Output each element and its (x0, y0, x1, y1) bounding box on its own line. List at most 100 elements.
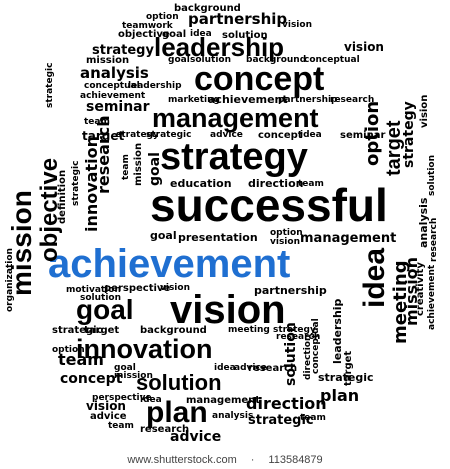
cloud-word: team (300, 413, 326, 423)
cloud-word: research (140, 424, 190, 435)
cloud-word: mission (86, 55, 130, 66)
cloud-word: solution (427, 154, 437, 196)
cloud-word: option (362, 100, 383, 166)
watermark-separator: · (250, 454, 255, 466)
cloud-word: research (429, 217, 439, 262)
cloud-word: management (300, 231, 397, 246)
cloud-word: achievement (80, 91, 146, 101)
cloud-word: team (108, 421, 134, 431)
cloud-word: marketing (168, 95, 220, 105)
cloud-word: advice (170, 429, 222, 445)
cloud-word: team (121, 154, 131, 180)
cloud-word: conceptual (84, 81, 140, 91)
cloud-word: mission (114, 371, 153, 381)
cloud-word: objective (118, 29, 170, 40)
cloud-word: team (84, 117, 110, 127)
cloud-word: direction (248, 177, 304, 190)
cloud-word: strategy (92, 43, 154, 58)
cloud-word: partnership (188, 10, 288, 28)
cloud-word: option (146, 12, 179, 22)
cloud-word: goal (150, 229, 177, 242)
cloud-word: vision (86, 399, 126, 413)
stock-watermark-bar: www.shutterstock.com · 113584879 (0, 451, 450, 469)
cloud-word: option (52, 345, 85, 355)
cloud-word: goal (162, 29, 187, 40)
cloud-word: advice (210, 130, 243, 140)
cloud-word: direction (303, 334, 313, 380)
cloud-word: vision (170, 288, 286, 332)
cloud-word: analysis (212, 411, 254, 421)
watermark-site: www.shutterstock.com (127, 454, 237, 466)
cloud-word: leadership (128, 81, 182, 91)
cloud-word: strategy (116, 130, 159, 140)
cloud-word: strategy (160, 136, 308, 178)
cloud-word: leadership (154, 32, 285, 62)
cloud-word: conceptual (311, 318, 321, 374)
cloud-word: achievement (48, 242, 291, 286)
cloud-word: direction (246, 394, 327, 413)
cloud-word: successful (150, 179, 388, 231)
cloud-word: target (82, 129, 125, 143)
cloud-word: goal (76, 294, 134, 325)
cloud-word: team (58, 350, 104, 369)
watermark-id: 113584879 (268, 454, 323, 466)
cloud-word: perspective (104, 283, 171, 294)
cloud-word: achievement (427, 264, 437, 330)
cloud-word: strategic (45, 62, 55, 108)
cloud-word: mission (133, 142, 144, 186)
cloud-word: innovation (76, 334, 213, 364)
cloud-word: advice (234, 363, 267, 373)
cloud-word: partnership (278, 95, 338, 105)
cloud-word: meeting strategy (228, 325, 316, 335)
cloud-word: research (94, 115, 113, 194)
cloud-word: vision (419, 94, 430, 128)
cloud-word: leadership (331, 298, 344, 364)
cloud-word: creativity (415, 262, 426, 316)
cloud-word: concept (194, 60, 325, 98)
cloud-word: solution (136, 370, 222, 395)
cloud-word: goal (147, 152, 163, 186)
cloud-word: goal (168, 55, 190, 65)
cloud-word: conceptual (304, 55, 360, 65)
cloud-word: solution (80, 293, 122, 303)
cloud-word: background (174, 3, 241, 14)
cloud-word: education (170, 177, 232, 190)
cloud-word: motivation (66, 285, 121, 295)
cloud-word: teamwork (122, 21, 173, 31)
cloud-word: target (84, 325, 120, 336)
cloud-word: research (248, 363, 298, 374)
cloud-word: plan (146, 396, 208, 429)
cloud-word: seminar (340, 130, 386, 141)
cloud-word: solution (222, 30, 268, 41)
cloud-word: concept (60, 371, 123, 387)
cloud-word: option (270, 228, 303, 238)
cloud-word: strategy (401, 101, 417, 168)
cloud-word: vision (282, 20, 312, 30)
cloud-word: idea (300, 130, 322, 140)
cloud-word: perspective (92, 393, 152, 403)
cloud-word: management (152, 103, 319, 133)
cloud-word: strategic (52, 325, 103, 336)
cloud-word: vision (344, 40, 384, 54)
cloud-word: strategic (318, 371, 374, 384)
cloud-word: solution (283, 322, 299, 386)
cloud-word: management (186, 395, 261, 406)
cloud-word: vision (270, 237, 300, 247)
cloud-word: background (246, 55, 307, 65)
cloud-word: vision (160, 283, 190, 293)
cloud-word: research (330, 95, 375, 105)
cloud-word: idea (358, 247, 391, 308)
cloud-word: idea (190, 29, 212, 39)
cloud-word: strategic (248, 413, 314, 428)
cloud-word: target (343, 350, 354, 386)
cloud-word: strategic (146, 130, 192, 140)
cloud-word: advice (90, 411, 127, 422)
cloud-word: analysis (80, 64, 149, 82)
cloud-word: team (298, 179, 324, 189)
cloud-word: definition (57, 169, 68, 224)
cloud-word: idea (140, 395, 162, 405)
cloud-word: goal (114, 363, 136, 373)
cloud-word: seminar (86, 99, 150, 115)
cloud-word: achievement (208, 93, 288, 106)
